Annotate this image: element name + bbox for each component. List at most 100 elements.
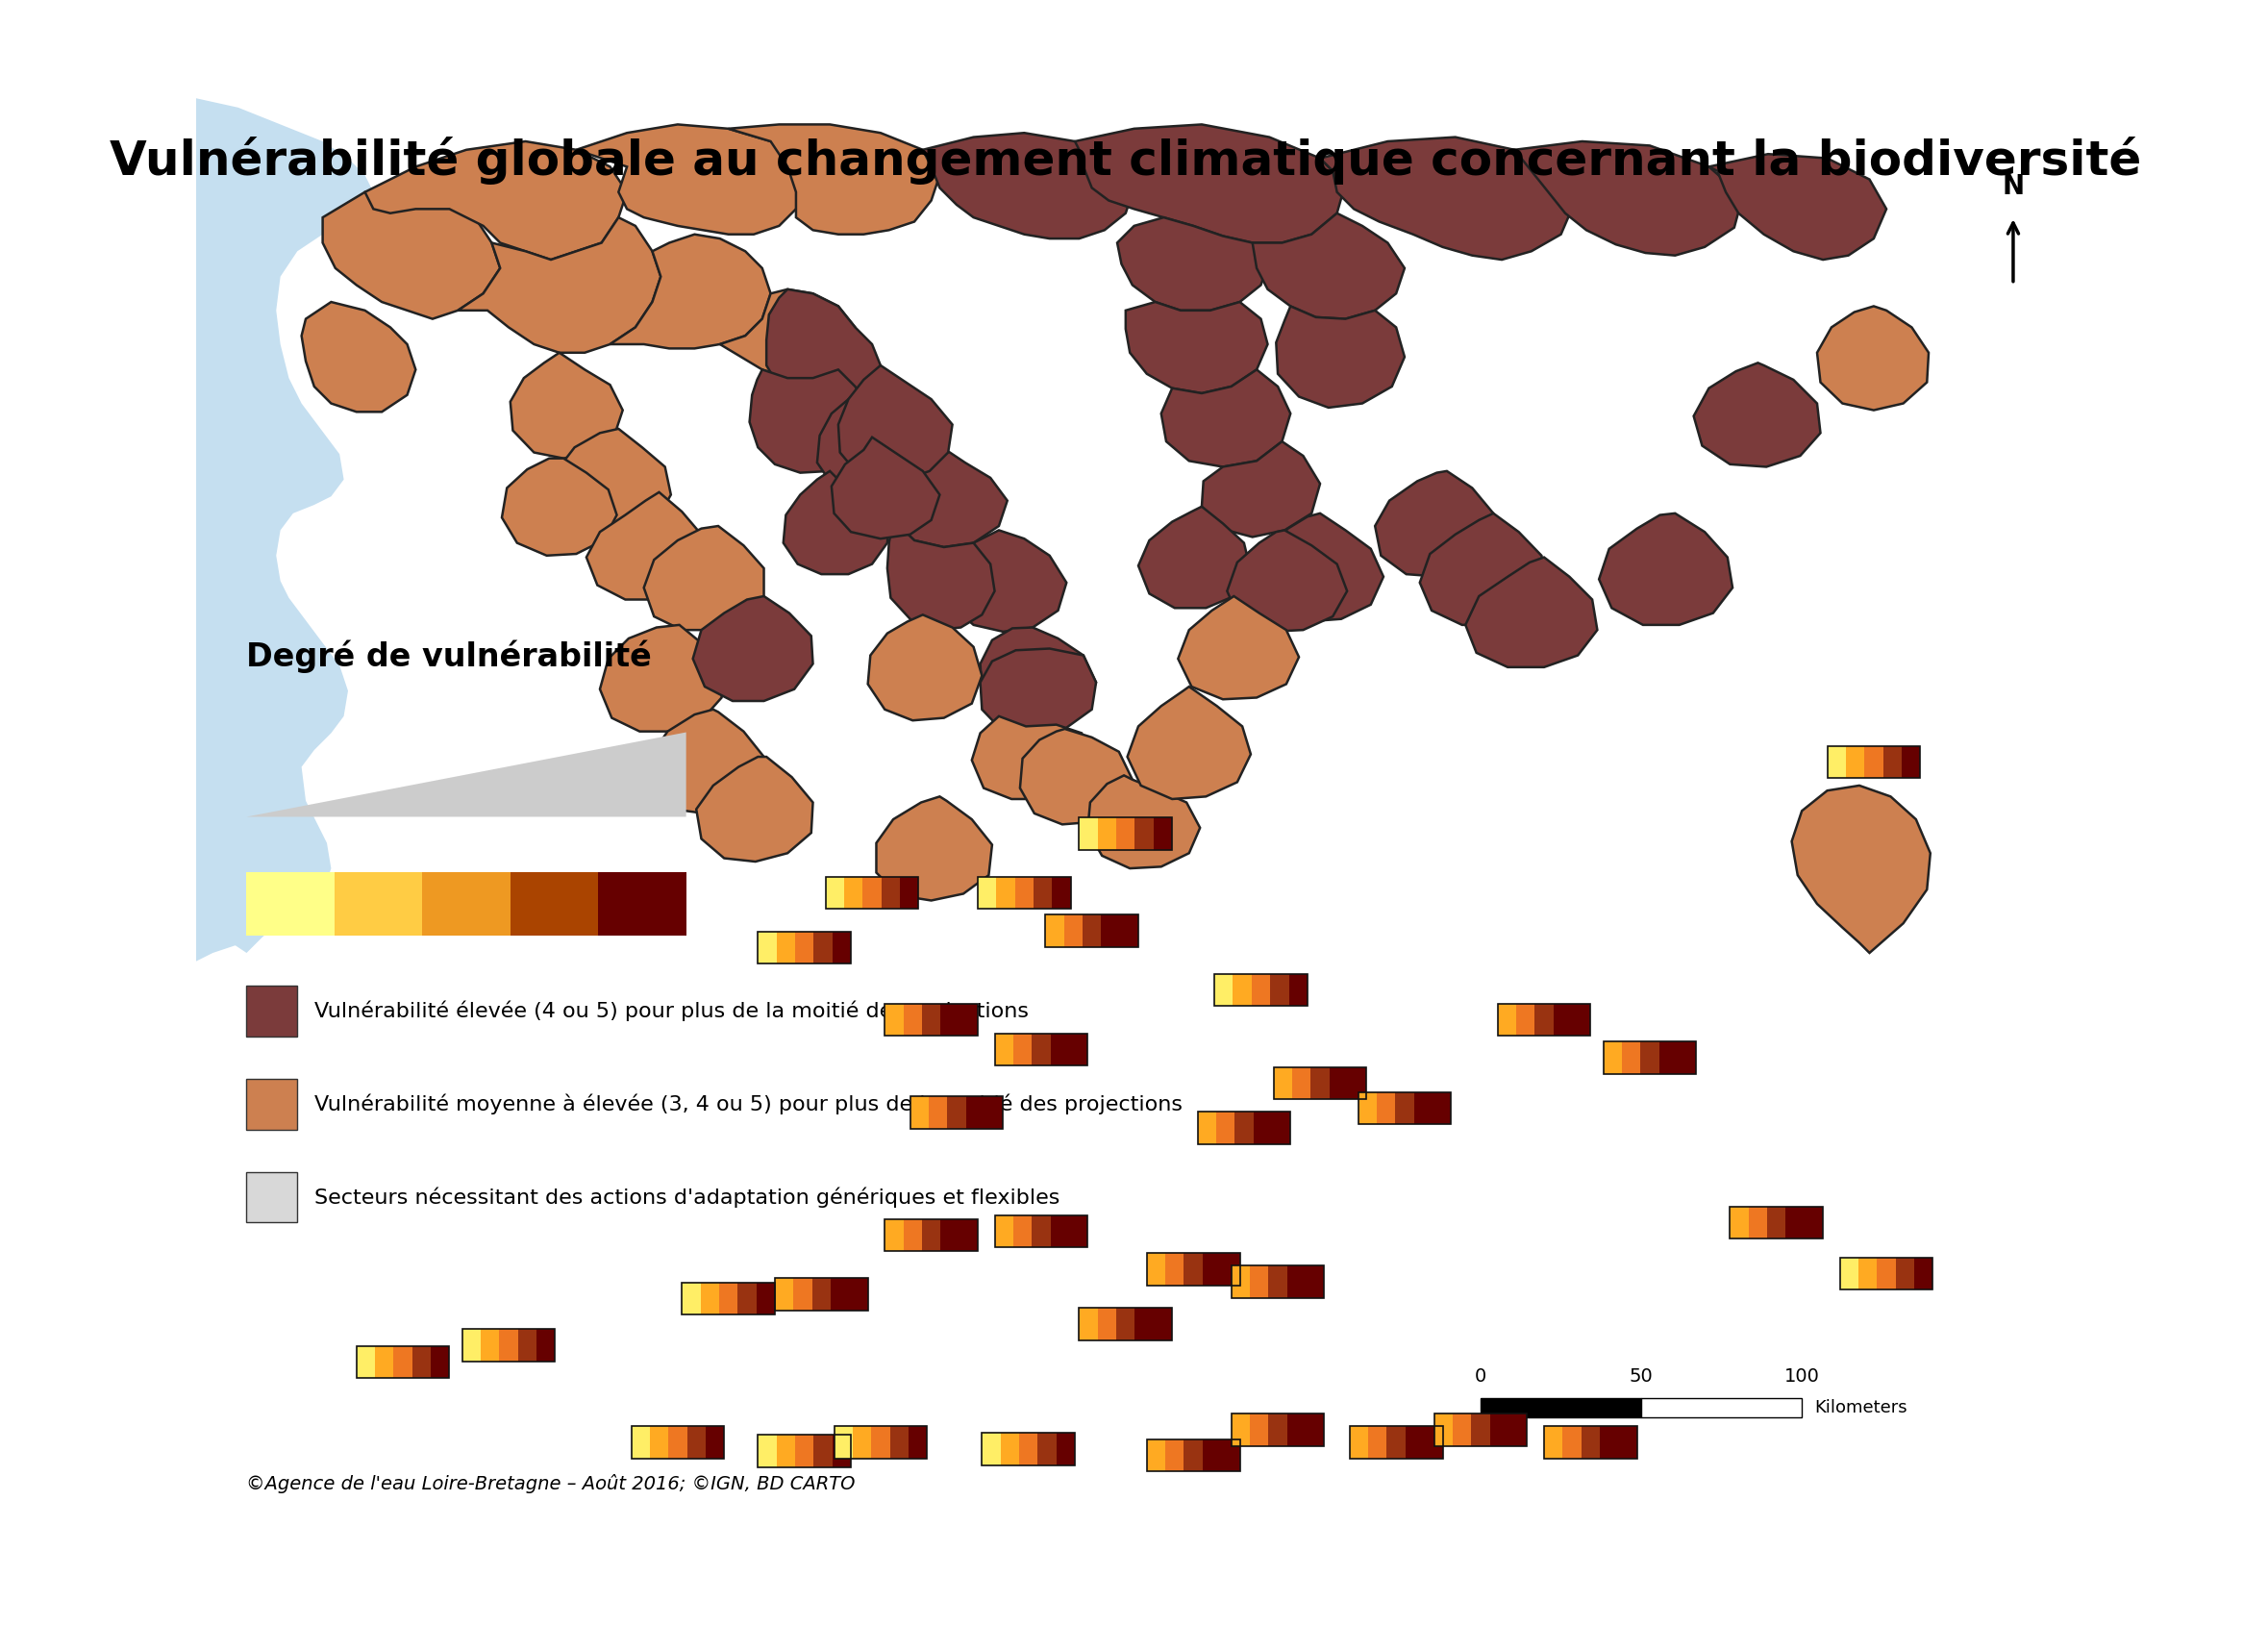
Bar [1052, 876, 1070, 909]
Bar [1878, 1257, 1896, 1289]
Bar [1490, 1413, 1508, 1446]
Polygon shape [875, 797, 991, 901]
Polygon shape [322, 184, 501, 319]
Bar [1288, 1265, 1306, 1298]
Bar [1234, 1112, 1254, 1145]
Bar [776, 1278, 869, 1311]
Bar [1268, 1265, 1288, 1298]
Bar [1545, 1426, 1637, 1459]
Polygon shape [728, 125, 939, 234]
Polygon shape [1277, 306, 1404, 408]
Bar [374, 1346, 395, 1379]
Bar [812, 1278, 830, 1311]
Bar [687, 1426, 705, 1459]
Bar [835, 1426, 853, 1459]
Bar [1497, 1003, 1590, 1036]
Bar [1497, 1003, 1517, 1036]
Bar [1000, 1433, 1018, 1465]
Bar [1202, 1254, 1220, 1285]
Bar [835, 1426, 928, 1459]
Polygon shape [651, 709, 764, 813]
Polygon shape [694, 597, 812, 701]
Bar [885, 1220, 978, 1252]
Bar [1268, 1413, 1288, 1446]
Bar [871, 1426, 889, 1459]
Polygon shape [1089, 776, 1200, 868]
Polygon shape [1320, 137, 1574, 260]
Bar [1311, 1067, 1329, 1099]
Bar [1220, 1439, 1241, 1472]
Bar [1148, 1439, 1166, 1472]
Text: Vulnérabilité élevée (4 ou 5) pour plus de la moitié des projections: Vulnérabilité élevée (4 ou 5) pour plus … [315, 1002, 1030, 1021]
Bar [1134, 1307, 1154, 1340]
Polygon shape [1021, 728, 1132, 824]
Text: 100: 100 [1785, 1367, 1819, 1385]
Bar [1642, 1398, 1801, 1416]
Bar [1288, 1413, 1306, 1446]
Bar [900, 876, 919, 909]
Polygon shape [889, 446, 1007, 546]
Polygon shape [816, 387, 939, 494]
Bar [1032, 1215, 1050, 1247]
Bar [1901, 746, 1921, 777]
Bar [826, 876, 919, 909]
Text: Degré de vulnérabilité: Degré de vulnérabilité [247, 641, 653, 673]
Bar [1148, 1439, 1241, 1472]
Bar [830, 1278, 848, 1311]
Bar [356, 1346, 374, 1379]
Bar [1433, 1413, 1454, 1446]
Bar [1386, 1426, 1406, 1459]
Bar [1034, 876, 1052, 909]
Bar [649, 1426, 669, 1459]
Polygon shape [247, 732, 687, 816]
Polygon shape [1465, 558, 1597, 667]
Polygon shape [1599, 514, 1733, 624]
Bar [1377, 1093, 1395, 1125]
Polygon shape [510, 353, 624, 459]
Bar [1481, 1398, 1642, 1416]
Bar [1306, 1265, 1325, 1298]
Bar [1213, 974, 1306, 1006]
Bar [1014, 1215, 1032, 1247]
Bar [247, 872, 333, 935]
Polygon shape [1252, 213, 1404, 319]
Bar [463, 1328, 556, 1361]
Bar [1234, 974, 1252, 1006]
Bar [1216, 1112, 1234, 1145]
Bar [1134, 818, 1154, 850]
Bar [1202, 1439, 1220, 1472]
Bar [832, 932, 850, 964]
Bar [1272, 1112, 1290, 1145]
Bar [1603, 1042, 1622, 1073]
Polygon shape [587, 493, 705, 600]
Polygon shape [1118, 218, 1270, 311]
Bar [247, 1080, 297, 1130]
Bar [1359, 1093, 1377, 1125]
Polygon shape [1261, 514, 1383, 621]
Bar [1098, 818, 1116, 850]
Bar [982, 1433, 1000, 1465]
Polygon shape [1202, 441, 1320, 537]
Bar [1454, 1413, 1472, 1446]
Bar [1080, 818, 1098, 850]
Bar [431, 1346, 449, 1379]
Polygon shape [195, 98, 374, 953]
Bar [1068, 1215, 1089, 1247]
Bar [1288, 974, 1306, 1006]
Bar [1359, 1093, 1452, 1125]
Bar [996, 1215, 1014, 1247]
Polygon shape [719, 289, 855, 379]
Polygon shape [839, 366, 953, 481]
Text: Vulnérabilité moyenne à élevée (3, 4 ou 5) pour plus de la moitié des projection: Vulnérabilité moyenne à élevée (3, 4 ou … [315, 1094, 1182, 1114]
Bar [1148, 1254, 1241, 1285]
Bar [701, 1283, 719, 1315]
Bar [996, 1033, 1014, 1065]
Bar [1270, 974, 1288, 1006]
Bar [1785, 1206, 1805, 1239]
Bar [1545, 1426, 1563, 1459]
Polygon shape [869, 615, 982, 720]
Bar [1517, 1003, 1535, 1036]
Polygon shape [943, 530, 1066, 631]
Bar [776, 932, 796, 964]
Bar [996, 1215, 1089, 1247]
